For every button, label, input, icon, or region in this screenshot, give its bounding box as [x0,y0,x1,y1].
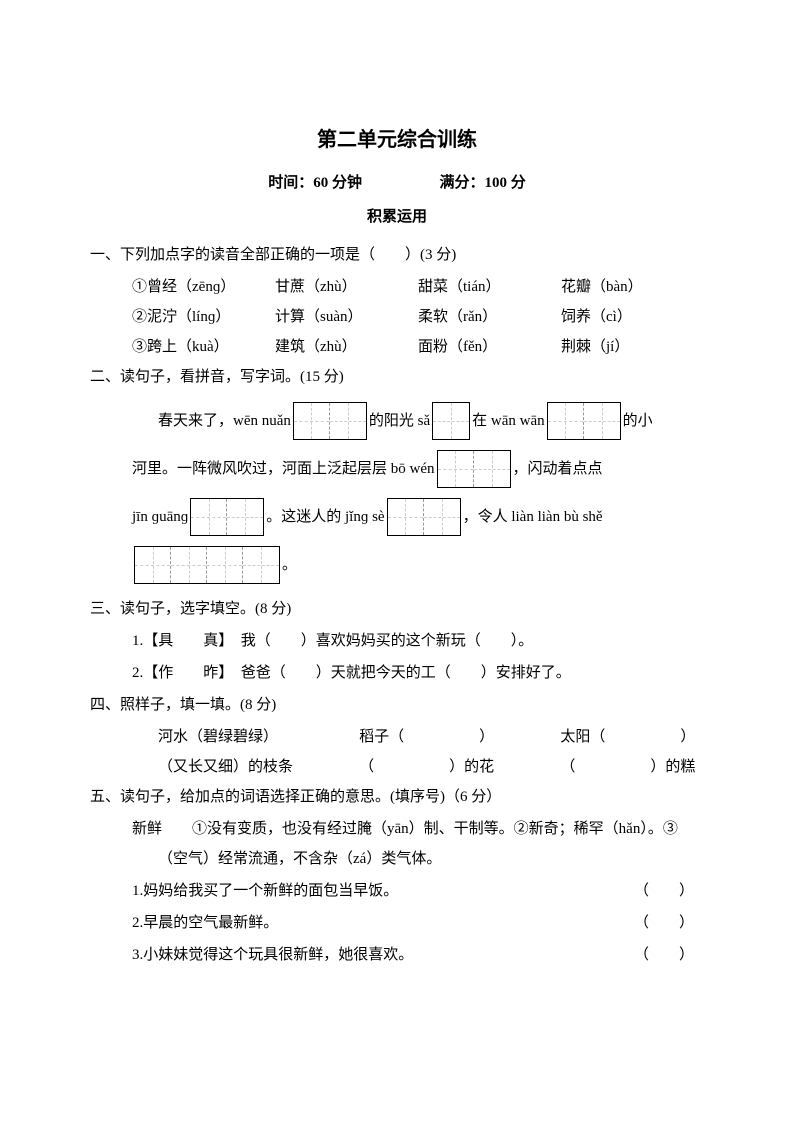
q5-def: 新鲜 ①没有变质，也没有经过腌（yān）制、干制等。②新奇；稀罕（hǎn）。③（… [90,814,704,874]
char-box-1[interactable] [432,402,470,440]
q4-row1: 河水（碧绿碧绿） 稻子（ ） 太阳（ ） [90,722,704,752]
q4-r1c: 太阳（ ） [560,722,704,752]
q2-l3a: jīn ɡuānɡ [132,502,188,532]
q2-line3: jīn ɡuānɡ 。这迷人的 jǐnɡ sè ，令人 liàn liàn bù… [132,498,704,536]
q1-r1b: 甘蔗（zhù） [275,272,418,302]
q5-i1-text: 1.妈妈给我买了一个新鲜的面包当早饭。 [132,876,398,906]
q4-heading: 四、照样子，填一填。(8 分) [90,690,704,720]
q2-l1c: 在 wān wān [472,406,544,436]
q4-r1b: 稻子（ ） [359,722,560,752]
page-title: 第二单元综合训练 [90,120,704,160]
char-box-2[interactable] [190,498,264,536]
q4-r2c: （ ）的糕 [560,752,704,782]
q1-r3c: 面粉（fěn） [418,332,561,362]
char-box-2[interactable] [387,498,461,536]
char-box-2[interactable] [293,402,367,440]
q1-r3d: 荆棘（jí） [561,332,704,362]
q1-r2a: ②泥泞（línɡ） [132,302,275,332]
exam-meta: 时间：60 分钟 满分：100 分 [90,168,704,198]
q1-r1d: 花瓣（bàn） [561,272,704,302]
q2-line4: 。 [132,546,704,584]
q1-row2: ②泥泞（línɡ） 计算（suàn） 柔软（rǎn） 饲养（cì） [90,302,704,332]
q4-row2: （又长又细）的枝条 （ ）的花 （ ）的糕 [90,752,704,782]
char-box-2[interactable] [547,402,621,440]
q1-r3a: ③跨上（kuà） [132,332,275,362]
q2-l2b: ，闪动着点点 [513,454,603,484]
time-label: 时间：60 分钟 [268,175,362,191]
q2-l2a: 河里。一阵微风吹过，河面上泛起层层 bō wén [132,454,435,484]
answer-paren[interactable]: （ ） [634,876,704,906]
q1-r2c: 柔软（rǎn） [418,302,561,332]
q2-l1b: 的阳光 sǎ [369,406,430,436]
char-box-4[interactable] [134,546,280,584]
q1-row3: ③跨上（kuà） 建筑（zhù） 面粉（fěn） 荆棘（jí） [90,332,704,362]
q2-line2: 河里。一阵微风吹过，河面上泛起层层 bō wén ，闪动着点点 [132,450,704,488]
q1-r2d: 饲养（cì） [561,302,704,332]
q5-i3: 3.小妹妹觉得这个玩具很新鲜，她很喜欢。 （ ） [90,940,704,970]
q4-r2a: （又长又细）的枝条 [158,752,359,782]
q2-line1: 春天来了，wēn nuǎn 的阳光 sǎ 在 wān wān 的小 [158,402,704,440]
q5-i1: 1.妈妈给我买了一个新鲜的面包当早饭。 （ ） [90,876,704,906]
q2-l3b: 。这迷人的 jǐnɡ sè [266,502,384,532]
q1-r1a: ①曾经（zēnɡ） [132,272,275,302]
q1-row1: ①曾经（zēnɡ） 甘蔗（zhù） 甜菜（tián） 花瓣（bàn） [90,272,704,302]
q1-heading: 一、下列加点字的读音全部正确的一项是（ ）(3 分) [90,240,704,270]
q2-l1d: 的小 [623,406,653,436]
q3-l2: 2.【作 昨】 爸爸（ ）天就把今天的工（ ）安排好了。 [90,658,704,688]
q4-r2b: （ ）的花 [359,752,560,782]
q3-l1: 1.【具 真】 我（ ）喜欢妈妈买的这个新玩（ ）。 [90,626,704,656]
q3-heading: 三、读句子，选字填空。(8 分) [90,594,704,624]
q1-r2b: 计算（suàn） [275,302,418,332]
answer-paren[interactable]: （ ） [634,908,704,938]
q5-i3-text: 3.小妹妹觉得这个玩具很新鲜，她很喜欢。 [132,940,413,970]
answer-paren[interactable]: （ ） [634,940,704,970]
q5-heading: 五、读句子，给加点的词语选择正确的意思。(填序号)（6 分） [90,782,704,812]
score-label: 满分：100 分 [440,175,526,191]
q2-l1a: 春天来了，wēn nuǎn [158,406,291,436]
q4-r1a: 河水（碧绿碧绿） [158,722,359,752]
q5-i2: 2.早晨的空气最新鲜。 （ ） [90,908,704,938]
q2-heading: 二、读句子，看拼音，写字词。(15 分) [90,362,704,392]
q2-l3c: ，令人 liàn liàn bù shě [463,502,603,532]
q2-period: 。 [282,550,297,580]
char-box-2[interactable] [437,450,511,488]
q5-i2-text: 2.早晨的空气最新鲜。 [132,908,278,938]
q1-r1c: 甜菜（tián） [418,272,561,302]
section-heading: 积累运用 [90,202,704,232]
q1-r3b: 建筑（zhù） [275,332,418,362]
